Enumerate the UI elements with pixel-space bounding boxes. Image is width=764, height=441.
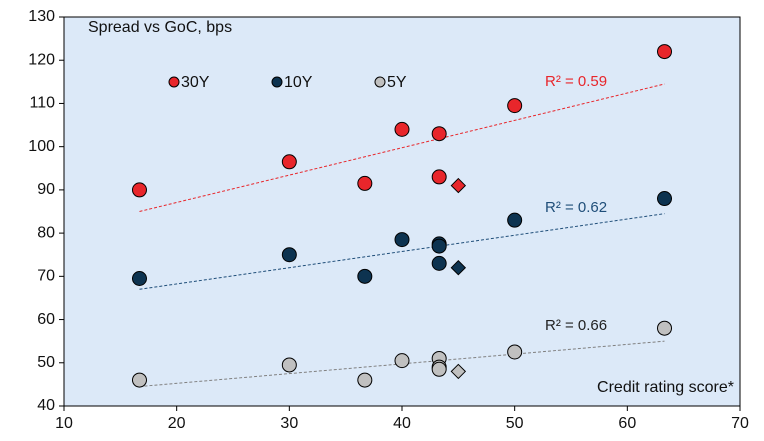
point [281,154,297,170]
point [507,98,523,114]
y-tick-label: 50 [37,354,55,371]
y-tick-label: 130 [28,8,55,25]
point [431,361,447,377]
y-tick-label: 80 [37,224,55,241]
point [131,182,147,198]
y-tick-label: 90 [37,181,55,198]
x-tick-label: 10 [55,415,73,432]
point [657,44,673,60]
trendline [139,83,665,212]
x-tick-label: 50 [506,415,524,432]
chart-title: Spread vs GoC, bps [88,19,232,36]
point [131,270,147,286]
diamond-point [450,177,467,194]
point [131,372,147,388]
r2-label: R² = 0.59 [545,73,607,90]
y-tick-label: 100 [28,138,55,155]
diamond-point [450,259,467,276]
y-tick-label: 120 [28,51,55,68]
point [657,320,673,336]
point [357,175,373,191]
point [507,344,523,360]
y-tick-label: 40 [37,397,55,414]
x-tick-label: 70 [731,415,749,432]
r2-label: R² = 0.62 [545,199,607,216]
point [507,212,523,228]
point [431,238,447,254]
point [281,247,297,263]
point [394,232,410,248]
y-tick-label: 70 [37,268,55,285]
legend-label: 5Y [387,74,407,91]
point [431,126,447,142]
x-tick-label: 60 [618,415,636,432]
diamond-point [450,363,467,380]
point [357,268,373,284]
point [394,353,410,369]
y-tick-label: 60 [37,311,55,328]
legend-marker [271,76,283,88]
point [357,372,373,388]
legend-marker [374,76,386,88]
legend-marker [168,76,180,88]
trendline [139,340,665,388]
x-axis-label: Credit rating score* [597,379,734,396]
point [281,357,297,373]
point [394,121,410,137]
point [657,191,673,207]
point [431,255,447,271]
point [431,169,447,185]
legend-label: 30Y [181,74,210,91]
y-tick-label: 110 [29,95,55,112]
r2-label: R² = 0.66 [545,317,607,334]
legend-label: 10Y [284,74,313,91]
x-tick-label: 40 [393,415,411,432]
x-tick-label: 30 [280,415,298,432]
trendline [139,213,665,290]
x-tick-label: 20 [168,415,186,432]
